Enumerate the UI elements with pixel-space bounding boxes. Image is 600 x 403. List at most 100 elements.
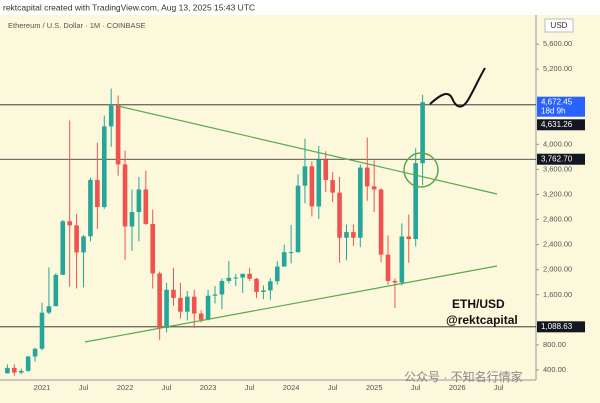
candle-body — [385, 254, 391, 281]
y-tick-label: 400.00 — [543, 365, 566, 374]
candle-body — [164, 289, 169, 328]
y-tick-label: 5,200.00 — [543, 64, 572, 73]
axis-unit: USD — [551, 21, 568, 30]
candle-body — [212, 294, 218, 296]
x-tick-label: 2025 — [366, 383, 383, 392]
candle-body — [261, 290, 266, 292]
candle-body — [247, 273, 252, 279]
candle-body — [67, 221, 72, 226]
y-tick-label: 5,600.00 — [543, 39, 572, 48]
price-label-box — [537, 153, 585, 165]
candle-body — [191, 296, 197, 314]
candle-body — [254, 278, 259, 292]
candle-body — [302, 166, 308, 186]
y-tick-label: 2,400.00 — [543, 240, 572, 249]
y-tick-label: 800.00 — [543, 340, 566, 349]
candle-body — [344, 232, 349, 238]
candle-body — [364, 167, 370, 187]
candle-body — [101, 126, 107, 208]
breakout-circle — [403, 152, 439, 188]
y-tick-label: 2,800.00 — [543, 215, 572, 224]
candle-body — [240, 273, 245, 278]
candle-body — [115, 104, 121, 165]
candle-body — [413, 163, 418, 239]
y-tick-label: 2,000.00 — [543, 265, 572, 274]
x-tick-label: Jul — [245, 383, 255, 392]
candle-body — [81, 236, 86, 253]
candle-body — [198, 313, 204, 320]
y-tick-label: 1,600.00 — [543, 290, 572, 299]
candle-body — [309, 166, 315, 207]
x-tick-label: 2026 — [449, 383, 466, 392]
candle-body — [351, 232, 356, 238]
candle-body — [406, 236, 412, 239]
price-label-box — [537, 321, 585, 333]
candle-body — [233, 277, 239, 279]
candle-body — [323, 159, 329, 181]
candle-body — [392, 280, 398, 283]
y-tick-label: 3,600.00 — [543, 164, 572, 173]
x-tick-label: Jul — [162, 383, 172, 392]
candle-body — [219, 280, 225, 295]
candle-body — [288, 252, 294, 254]
candle-body — [371, 186, 377, 190]
candle-body — [122, 164, 128, 227]
projection-squiggle — [429, 67, 486, 108]
x-tick-label: 2021 — [34, 383, 51, 392]
last-price-box — [537, 96, 585, 117]
candle-body — [129, 212, 135, 227]
candle-body — [185, 296, 190, 312]
candle-body — [295, 185, 301, 253]
candle-body — [88, 179, 93, 237]
price-label: 4,631.26 — [541, 120, 573, 129]
trendline-down — [117, 105, 498, 195]
candle-body — [205, 295, 211, 320]
candle-body — [32, 348, 38, 357]
candles — [5, 88, 425, 376]
candle-body — [5, 367, 10, 374]
trendline-up — [84, 265, 498, 343]
candle-body — [399, 236, 405, 283]
candle-body — [60, 221, 66, 275]
chart-title: Ethereum / U.S. Dollar · 1M · COINBASE — [8, 21, 146, 30]
candle-body — [12, 367, 17, 373]
candle-body — [268, 281, 273, 291]
candle-body — [171, 289, 176, 298]
header: rektcapital created with TradingView.com… — [3, 2, 255, 12]
countdown-label: 18d 9h — [541, 106, 565, 115]
x-tick-label: Jul — [79, 383, 89, 392]
candle-body — [18, 370, 24, 373]
x-tick-label: 2024 — [283, 383, 300, 392]
price-label-box — [537, 119, 585, 131]
x-tick-label: Jul — [411, 383, 421, 392]
candle-body — [150, 223, 156, 274]
candle-body — [358, 167, 363, 238]
candle-body — [108, 104, 114, 127]
price-label: 3,762.70 — [541, 154, 573, 163]
y-tick-label: 3,200.00 — [543, 189, 572, 198]
candle-body — [226, 277, 232, 281]
candle-body — [136, 189, 142, 213]
watermark: 公众号 · 不知名行情家 — [404, 369, 523, 384]
x-tick-label: 2023 — [200, 383, 217, 392]
unit-box — [544, 18, 574, 33]
candle-body — [53, 274, 59, 307]
y-tick-label: 4,000.00 — [543, 139, 572, 148]
candle-body — [337, 192, 342, 238]
x-tick-label: Jul — [328, 383, 338, 392]
candle-body — [330, 180, 335, 193]
candle-body — [157, 273, 162, 328]
annotation: @rektcapital — [446, 313, 518, 327]
candle-body — [316, 159, 322, 207]
candle-body — [74, 225, 79, 253]
candle-body — [39, 312, 45, 349]
candle-body — [420, 102, 425, 164]
candle-body — [274, 266, 280, 282]
x-tick-label: 2022 — [117, 383, 134, 392]
x-tick-label: Jul — [494, 383, 504, 392]
candle-body — [46, 306, 52, 313]
candle-body — [378, 189, 384, 255]
candle-body — [143, 189, 149, 224]
candle-body — [95, 179, 100, 208]
